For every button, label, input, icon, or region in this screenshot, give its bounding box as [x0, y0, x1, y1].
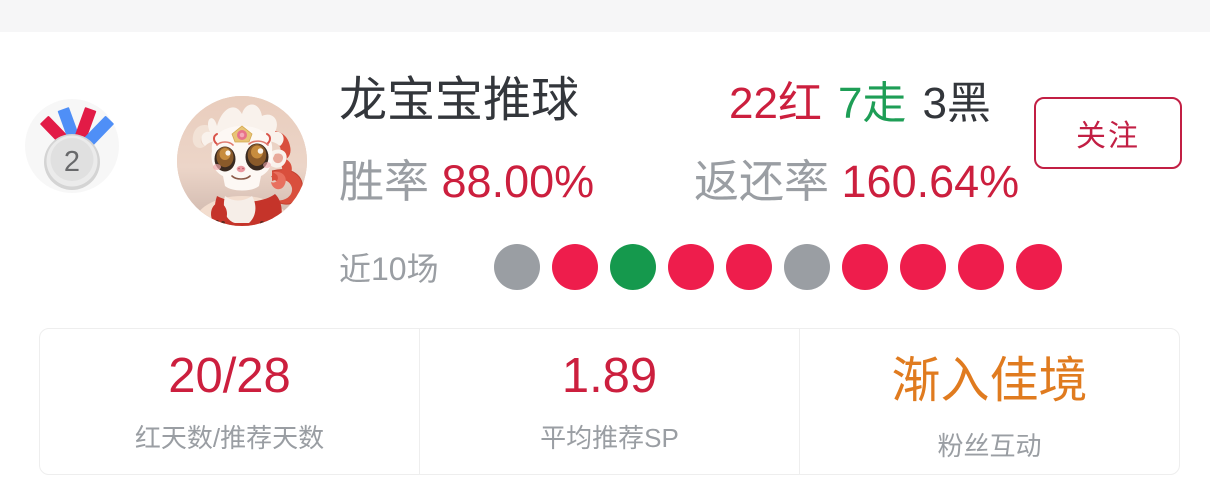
svg-text:2: 2 — [64, 146, 80, 178]
